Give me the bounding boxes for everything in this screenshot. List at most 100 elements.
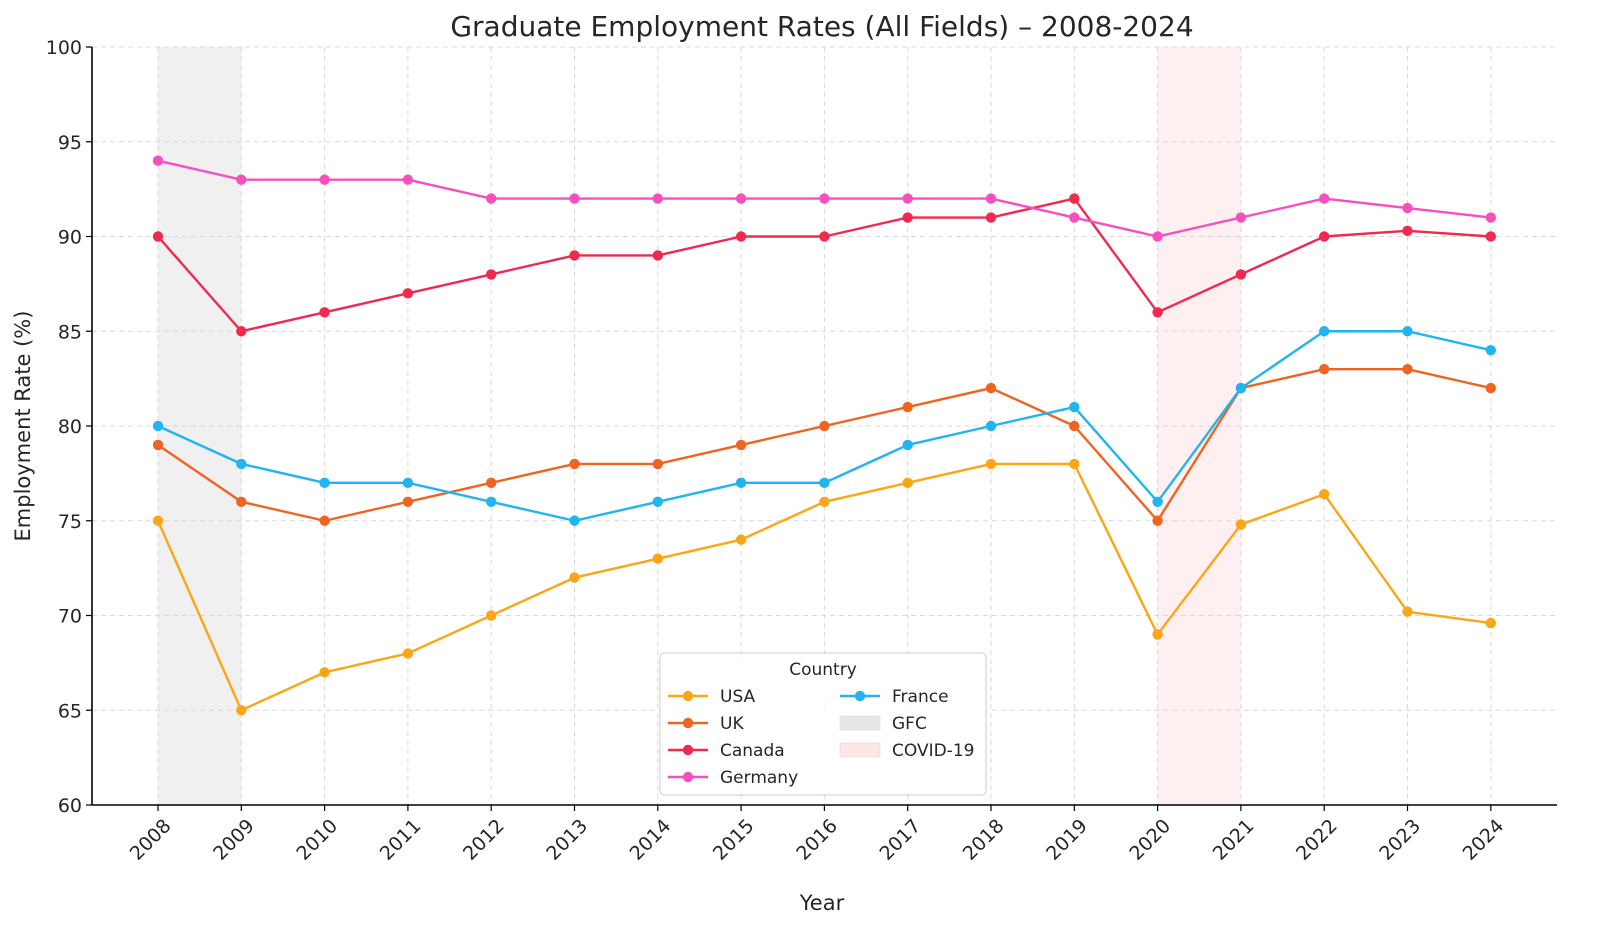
data-point-uk (1319, 363, 1330, 375)
data-point-canada (819, 231, 830, 242)
data-point-canada (236, 326, 247, 337)
series-france (152, 326, 1497, 526)
data-point-usa (1402, 606, 1413, 617)
x-tick-label: 2019 (1042, 815, 1092, 865)
data-point-usa (402, 648, 414, 659)
data-point-germany (1402, 202, 1413, 214)
data-point-germany (735, 193, 747, 204)
data-point-france (735, 477, 747, 489)
data-point-canada (402, 288, 414, 299)
legend-item-france: France (840, 687, 949, 707)
data-point-canada (1485, 231, 1497, 242)
x-tick-label: 2023 (1375, 815, 1425, 865)
data-point-canada (152, 231, 164, 242)
data-point-uk (652, 458, 663, 470)
data-point-germany (1319, 193, 1330, 204)
x-tick-label: 2015 (709, 815, 759, 865)
data-point-usa (486, 610, 497, 621)
data-point-uk (819, 420, 830, 432)
data-point-germany (1485, 212, 1497, 223)
data-point-germany (1069, 212, 1080, 223)
legend-item-gfc: GFC (839, 714, 927, 734)
x-tick-label: 2013 (542, 815, 592, 865)
data-point-usa (319, 667, 330, 678)
y-tick-label: 80 (58, 416, 82, 438)
legend-marker (682, 771, 694, 783)
data-point-uk (1152, 515, 1163, 526)
y-tick-label: 70 (58, 606, 82, 628)
data-point-germany (985, 193, 997, 204)
data-point-usa (902, 477, 913, 489)
data-point-canada (1152, 307, 1163, 318)
y-tick-label: 95 (58, 132, 82, 154)
data-point-germany (1235, 212, 1247, 223)
legend-item-uk: UK (668, 714, 744, 734)
data-point-uk (569, 458, 580, 470)
legend-box (659, 652, 987, 796)
data-point-france (402, 477, 414, 489)
series-canada (152, 193, 1497, 337)
data-point-usa (819, 496, 830, 507)
x-tick-label: 2017 (875, 815, 925, 865)
data-point-france (652, 496, 663, 507)
data-point-france (1319, 326, 1330, 337)
data-point-france (569, 515, 580, 526)
data-point-uk (985, 382, 997, 394)
data-point-usa (985, 458, 997, 470)
legend-item-germany: Germany (668, 768, 798, 788)
data-point-canada (1069, 193, 1080, 204)
legend-label: USA (720, 687, 756, 707)
data-point-france (486, 496, 497, 507)
data-point-uk (902, 401, 913, 413)
legend-marker (682, 690, 694, 702)
data-point-usa (1319, 489, 1330, 500)
x-tick-label: 2021 (1209, 815, 1259, 865)
y-tick-label: 60 (58, 795, 82, 817)
data-point-uk (236, 496, 247, 507)
legend-label: GFC (892, 714, 927, 734)
data-point-uk (1069, 420, 1080, 432)
data-point-germany (319, 174, 330, 185)
x-tick-label: 2020 (1125, 815, 1175, 865)
data-point-usa (1069, 458, 1080, 470)
data-point-germany (819, 193, 830, 204)
x-tick-label: 2014 (626, 815, 676, 865)
legend-label: COVID-19 (892, 741, 974, 761)
legend-marker (854, 690, 866, 702)
data-point-uk (1485, 382, 1497, 394)
data-point-france (1485, 345, 1497, 356)
series-usa (152, 458, 1497, 716)
data-point-usa (1235, 519, 1247, 530)
legend-item-usa: USA (668, 687, 756, 707)
data-point-france (1402, 326, 1413, 337)
y-tick-label: 75 (58, 511, 82, 533)
data-point-france (1152, 496, 1163, 507)
data-point-usa (152, 515, 164, 526)
data-point-uk (319, 515, 330, 526)
data-point-germany (486, 193, 497, 204)
x-tick-label: 2022 (1292, 815, 1342, 865)
data-point-usa (735, 534, 747, 545)
data-point-uk (402, 496, 414, 507)
data-point-germany (402, 174, 414, 185)
legend-title: Country (789, 660, 857, 680)
data-point-france (236, 458, 247, 470)
data-point-canada (1235, 269, 1247, 280)
data-point-canada (319, 307, 330, 318)
x-tick-label: 2008 (126, 815, 176, 865)
x-tick-label: 2018 (959, 815, 1009, 865)
data-point-uk (152, 439, 164, 451)
x-tick-label: 2011 (376, 815, 426, 865)
data-point-germany (236, 174, 247, 185)
data-point-france (985, 420, 997, 432)
legend: Country USA UK Canada Germany France GFC COVID-… (659, 652, 987, 796)
x-tick-label: 2009 (209, 815, 259, 865)
y-tick-label: 85 (58, 321, 82, 343)
legend-label: Germany (720, 768, 798, 788)
data-point-germany (569, 193, 580, 204)
data-point-uk (1402, 363, 1413, 375)
legend-label: Canada (720, 741, 785, 761)
x-tick-label: 2016 (792, 815, 842, 865)
data-point-usa (1485, 617, 1497, 629)
